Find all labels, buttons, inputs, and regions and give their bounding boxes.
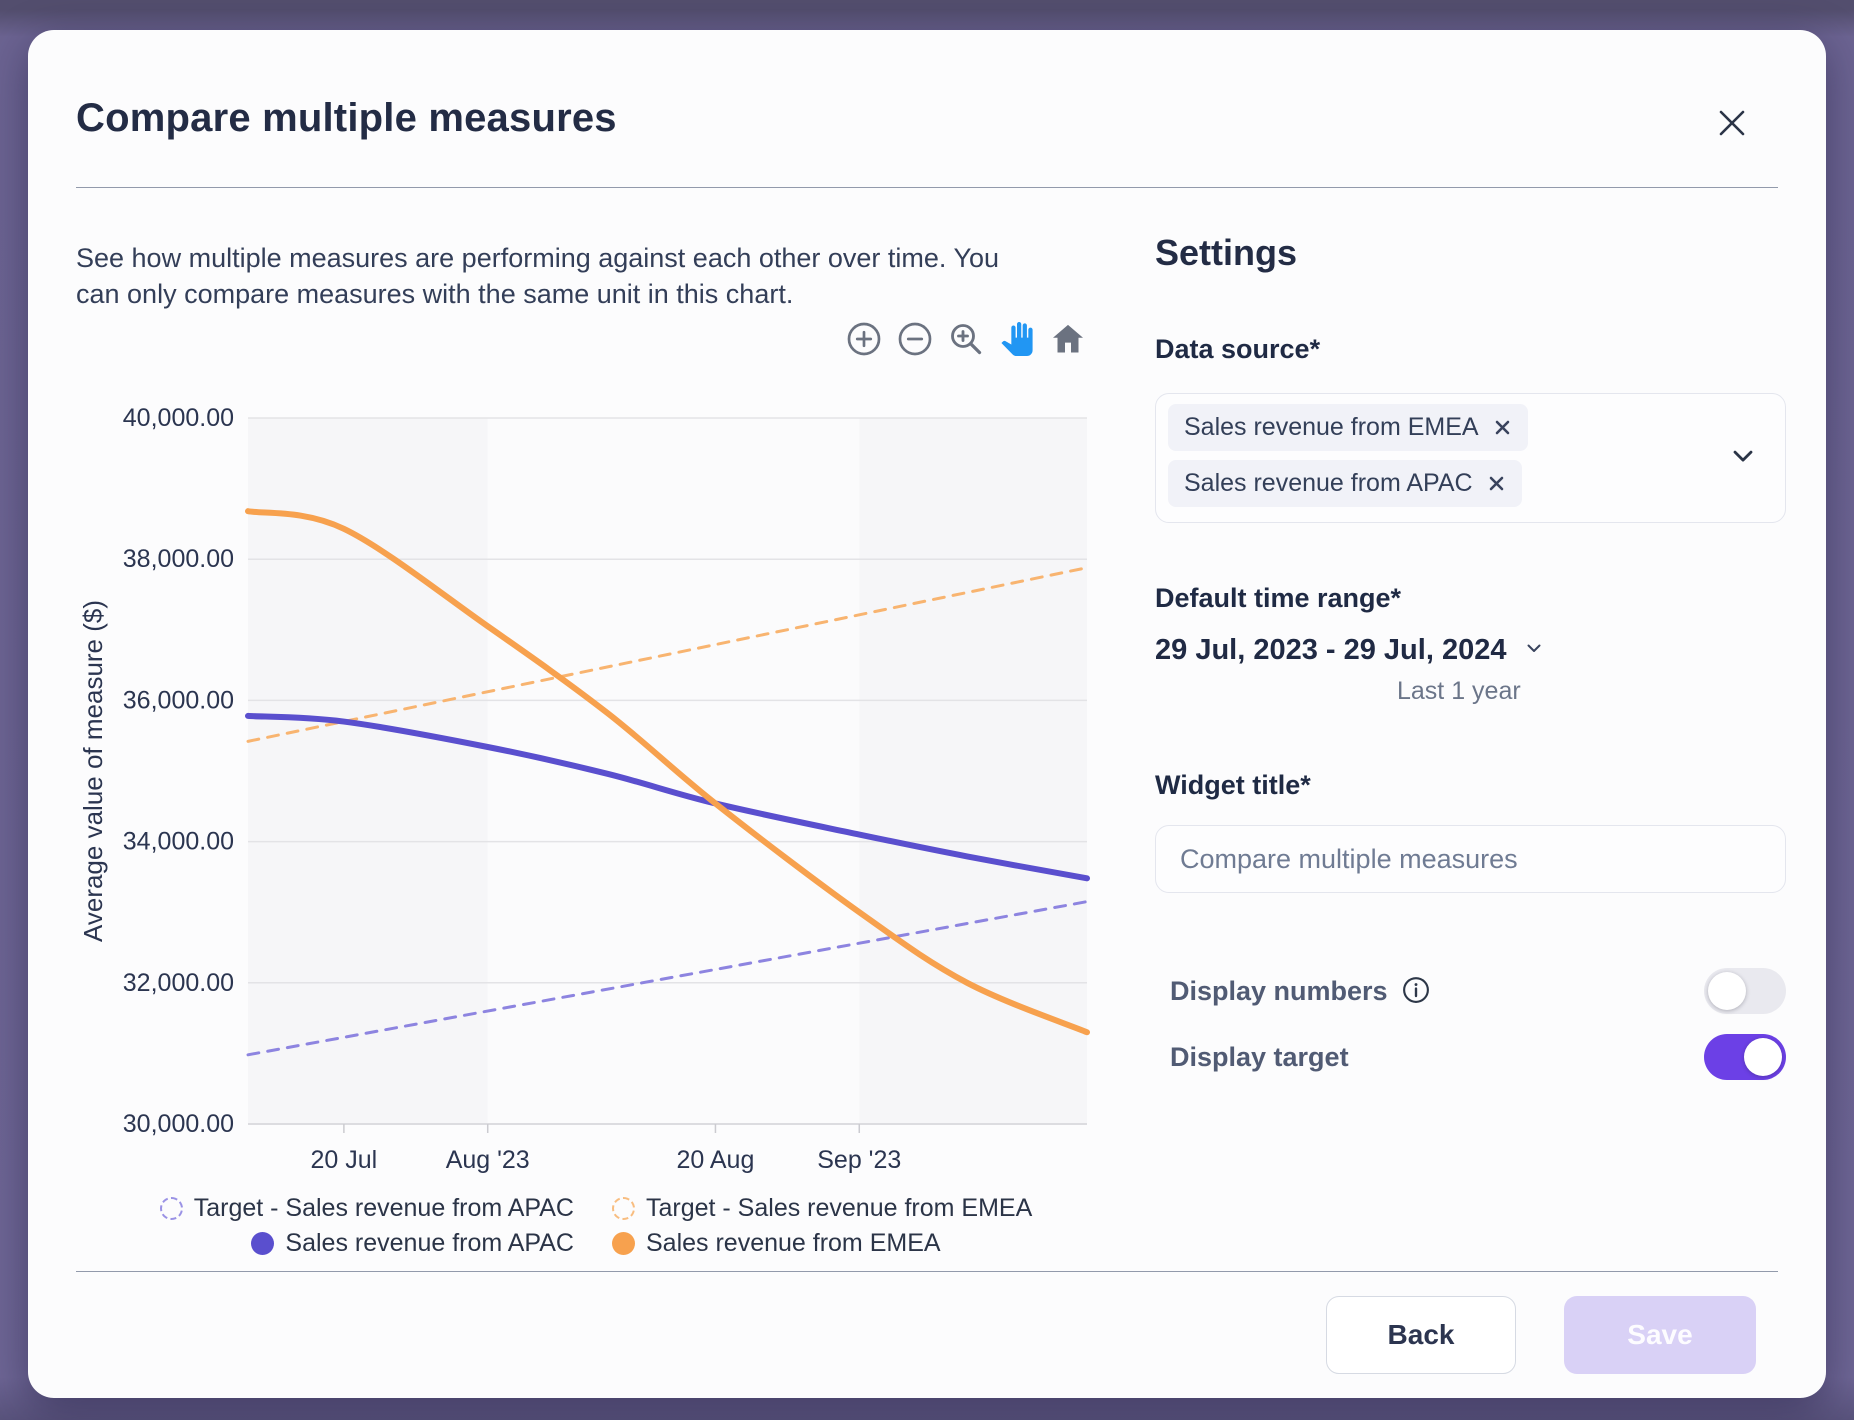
save-button[interactable]: Save [1564, 1296, 1756, 1374]
zoom-out-icon [897, 321, 933, 357]
data-source-label: Data source* [1155, 334, 1321, 364]
chip-remove-button[interactable] [1487, 474, 1506, 493]
chevron-small-icon [1522, 636, 1546, 665]
legend-item[interactable]: Target - Sales revenue from EMEA [611, 1193, 1033, 1223]
back-button[interactable]: Back [1326, 1296, 1516, 1374]
time-range-dropdown[interactable]: 29 Jul, 2023 - 29 Jul, 2024 [1155, 634, 1786, 667]
time-range-label: Default time range* [1155, 583, 1402, 613]
month-band [859, 418, 1087, 1124]
footer-divider [76, 1271, 1778, 1272]
legend-item[interactable]: Sales revenue from EMEA [611, 1228, 941, 1258]
legend-label: Target - Sales revenue from EMEA [645, 1193, 1033, 1222]
series-line [245, 712, 1090, 882]
legend-item[interactable]: Target - Sales revenue from APAC [159, 1193, 574, 1223]
legend-dashed-circle-icon [611, 1196, 635, 1220]
display-options: Display numbers Display target [1155, 965, 1786, 1083]
legend-dashed-circle-icon [159, 1196, 183, 1220]
y-axis-title: Average value of measure ($) [78, 600, 108, 942]
data-source-chip: Sales revenue from EMEA [1168, 404, 1528, 451]
pan-button[interactable] [999, 321, 1035, 357]
measures-chart-svg: 40,000.00 38,000.00 36,000.00 34,000.00 32,0… [78, 404, 1090, 1174]
zoom-in-button[interactable] [846, 321, 882, 357]
info-icon [1401, 975, 1431, 1008]
legend-label: Target - Sales revenue from APAC [193, 1193, 574, 1222]
series-line [245, 508, 1090, 1036]
chart-panel: See how multiple measures are performing… [76, 188, 1136, 1259]
zoom-area-button[interactable] [948, 321, 984, 357]
display-target-row: Display target [1155, 1031, 1786, 1083]
settings-heading: Settings [1155, 232, 1298, 273]
y-tick-label: 36,000.00 [123, 686, 234, 714]
modal-content: See how multiple measures are performing… [28, 188, 1826, 1259]
toggle-knob [1708, 972, 1746, 1010]
widget-title-input[interactable] [1155, 825, 1786, 893]
legend-dot-icon [611, 1231, 635, 1255]
display-numbers-info[interactable] [1401, 975, 1431, 1008]
x-tick-label: 20 Aug [677, 1146, 755, 1174]
pan-icon [1000, 322, 1034, 356]
display-numbers-row: Display numbers [1155, 965, 1786, 1017]
month-band [248, 418, 488, 1124]
series-line [246, 566, 1089, 743]
chart-description: See how multiple measures are performing… [76, 243, 1000, 309]
y-tick-label: 30,000.00 [123, 1110, 234, 1138]
y-tick-label: 38,000.00 [123, 545, 234, 573]
time-range-value: 29 Jul, 2023 - 29 Jul, 2024 [1155, 634, 1507, 666]
home-icon [1050, 321, 1086, 357]
display-numbers-label: Display numbers [1170, 975, 1388, 1006]
zoom-out-button[interactable] [897, 321, 933, 357]
display-target-label: Display target [1170, 1041, 1349, 1072]
display-target-toggle[interactable] [1704, 1034, 1786, 1080]
close-button[interactable] [1712, 104, 1752, 144]
legend-item[interactable]: Sales revenue from APAC [251, 1229, 574, 1258]
zoom-in-icon [846, 321, 882, 357]
chevron-down-icon[interactable] [1727, 440, 1759, 477]
chip-remove-button[interactable] [1493, 418, 1512, 437]
modal-footer: Back Save [28, 1272, 1826, 1374]
y-tick-label: 40,000.00 [123, 404, 234, 432]
data-source-select[interactable]: Sales revenue from EMEA Sales revenue fro… [1155, 393, 1786, 523]
settings-panel: Settings Data source* Sales revenue from… [1155, 188, 1786, 1259]
zoom-area-icon [948, 321, 984, 357]
y-tick-label: 34,000.00 [123, 828, 234, 856]
legend-dot-icon [251, 1231, 275, 1255]
data-source-chip: Sales revenue from APAC [1168, 460, 1522, 507]
chip-label: Sales revenue from EMEA [1184, 413, 1479, 441]
compare-measures-modal: Compare multiple measures See how multip… [28, 30, 1826, 1398]
legend-label: Sales revenue from APAC [285, 1228, 574, 1257]
chart-legend: Target - Sales revenue from APAC Target -… [76, 1192, 1116, 1259]
modal-header: Compare multiple measures [28, 30, 1826, 141]
modal-title: Compare multiple measures [76, 96, 617, 140]
y-tick-label: 32,000.00 [123, 969, 234, 997]
close-icon [1713, 104, 1751, 145]
series-line [246, 900, 1089, 1057]
data-source-chips: Sales revenue from EMEA Sales revenue fro… [1168, 404, 1715, 507]
widget-title-label: Widget title* [1155, 770, 1311, 800]
x-tick-label: 20 Jul [311, 1146, 378, 1174]
time-range-hint: Last 1 year [1397, 677, 1521, 705]
display-numbers-toggle[interactable] [1704, 968, 1786, 1014]
chart-toolbar [76, 320, 1086, 358]
measures-chart[interactable]: 40,000.00 38,000.00 36,000.00 34,000.00 32,0… [76, 382, 1116, 1192]
chip-label: Sales revenue from APAC [1184, 469, 1473, 497]
reset-view-button[interactable] [1050, 321, 1086, 357]
legend-label: Sales revenue from EMEA [645, 1228, 941, 1257]
x-tick-label: Sep '23 [817, 1146, 901, 1174]
x-tick-label: Aug '23 [446, 1146, 530, 1174]
toggle-knob [1744, 1038, 1782, 1076]
header-divider [76, 187, 1778, 188]
